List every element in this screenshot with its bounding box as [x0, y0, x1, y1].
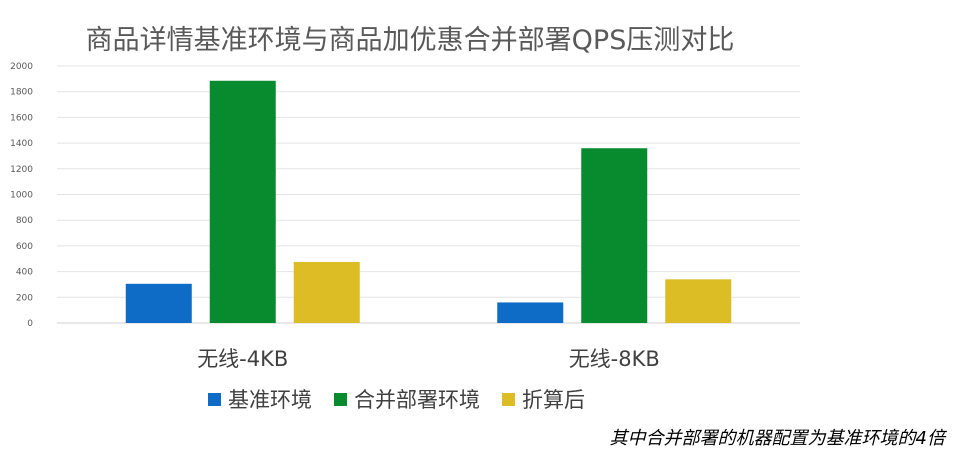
y-tick-label: 1000: [10, 191, 33, 201]
y-tick-label: 2000: [10, 62, 33, 72]
bar-3-1: [293, 261, 360, 323]
y-tick-label: 400: [16, 268, 33, 278]
legend-swatch-merged: [334, 392, 347, 406]
x-axis-categories: 无线-4KB 无线-8KB: [197, 347, 660, 371]
y-tick-label: 1600: [10, 113, 33, 123]
bar-1-1: [125, 283, 192, 323]
y-tick-label: 1200: [10, 165, 33, 175]
legend-label-merged: 合并部署环境: [354, 388, 480, 412]
y-tick-label: 200: [16, 293, 33, 303]
bar-2-1: [209, 80, 276, 323]
bars: [125, 80, 732, 323]
legend-label-converted: 折算后: [522, 388, 585, 412]
x-category-label: 无线-4KB: [197, 347, 288, 371]
legend: 基准环境 合并部署环境 折算后: [208, 384, 607, 414]
bar-3-2: [665, 279, 732, 323]
bar-1-2: [497, 302, 564, 323]
legend-item-baseline: 基准环境: [208, 384, 312, 414]
legend-swatch-baseline: [208, 392, 221, 406]
bar-2-2: [581, 148, 648, 323]
grid-lines: [57, 65, 800, 324]
legend-swatch-converted: [502, 392, 515, 406]
y-tick-label: 0: [27, 319, 33, 329]
y-tick-label: 800: [16, 216, 33, 226]
y-axis-ticks: 0 200 400 600 800 1000 1200 1400 1600 1800 2000: [10, 62, 33, 329]
y-tick-label: 600: [16, 242, 33, 252]
x-category-label: 无线-8KB: [569, 347, 660, 371]
legend-label-baseline: 基准环境: [228, 388, 312, 412]
legend-item-converted: 折算后: [502, 384, 585, 414]
footnote: 其中合并部署的机器配置为基准环境的4倍: [609, 428, 945, 449]
y-tick-label: 1400: [10, 139, 33, 149]
y-tick-label: 1800: [10, 88, 33, 98]
chart-title: 商品详情基准环境与商品加优惠合并部署QPS压测对比: [85, 25, 735, 56]
legend-item-merged: 合并部署环境: [334, 384, 480, 414]
